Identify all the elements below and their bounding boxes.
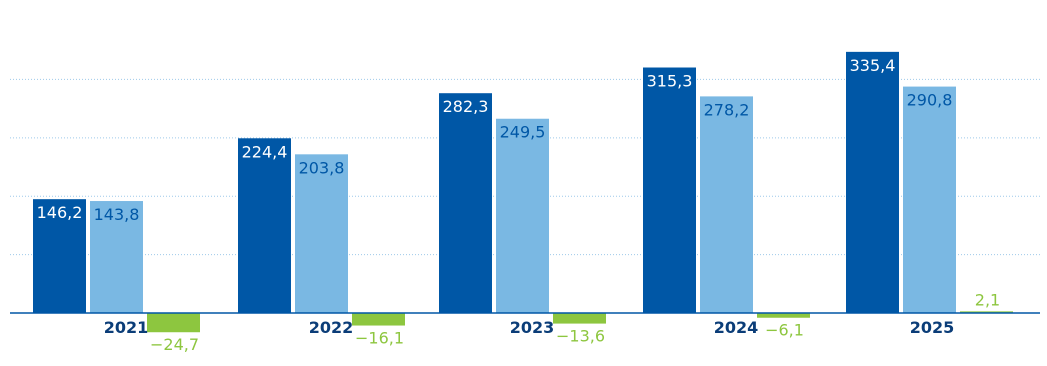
x-tick-label: 2024 [714,318,759,337]
data-label-series-2: 249,5 [500,123,546,142]
bar-series-2 [496,119,549,313]
data-label-series-1: 146,2 [37,203,83,222]
bar-series-1 [238,138,291,313]
data-label-series-3: −6,1 [765,321,804,340]
data-label-series-1: 224,4 [242,142,288,161]
bar-series-3 [553,313,606,324]
x-tick-label: 2025 [910,318,955,337]
data-label-series-2: 203,8 [299,158,345,177]
data-label-series-3: 2,1 [975,290,1000,309]
bar-series-1 [643,68,696,313]
x-tick-label: 2023 [510,318,555,337]
data-label-series-2: 290,8 [907,91,953,110]
bar-series-2 [903,87,956,313]
data-label-series-3: −13,6 [556,327,605,346]
data-label-series-1: 315,3 [647,72,693,91]
bar-series-3 [352,313,405,326]
bar-series-3 [147,313,200,332]
x-tick-label: 2022 [309,318,354,337]
x-tick-label: 2021 [104,318,149,337]
bars [33,52,1013,332]
data-label-series-2: 143,8 [94,205,140,224]
bar-series-2 [295,154,348,313]
data-label-series-2: 278,2 [704,100,750,119]
data-label-series-3: −16,1 [355,329,404,348]
data-label-series-3: −24,7 [150,335,199,354]
bar-series-1 [846,52,899,313]
data-label-series-1: 282,3 [443,97,489,116]
data-label-series-1: 335,4 [850,56,896,75]
bar-series-1 [439,93,492,313]
bar-series-2 [700,96,753,313]
